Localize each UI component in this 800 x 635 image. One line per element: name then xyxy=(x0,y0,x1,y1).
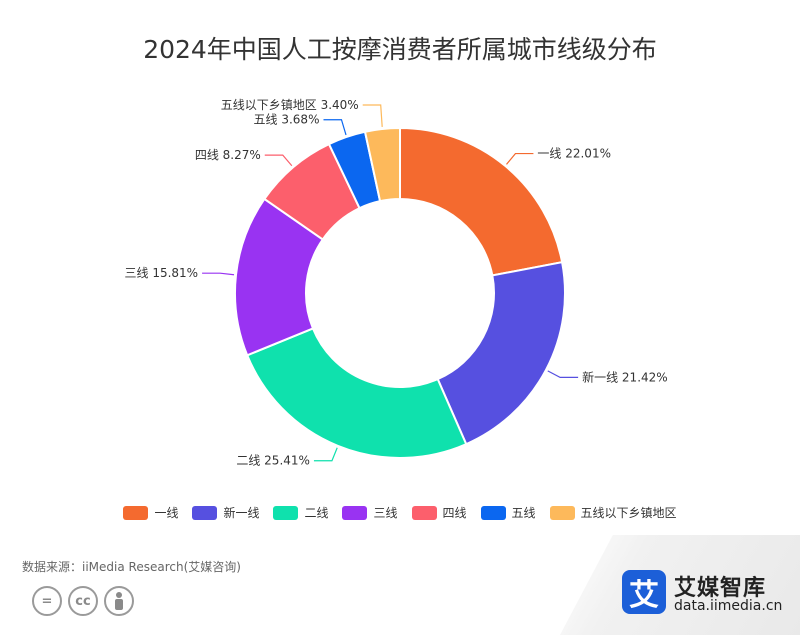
data-label-5: 五线 3.68% xyxy=(254,113,320,127)
legend-item-0[interactable]: 一线 xyxy=(123,504,178,521)
legend-label-5: 五线 xyxy=(511,506,536,520)
legend-item-5[interactable]: 五线 xyxy=(480,504,536,521)
legend-item-2[interactable]: 二线 xyxy=(273,504,328,521)
slice-2 xyxy=(245,327,468,459)
legend-swatch-6 xyxy=(549,505,575,520)
legend-item-6[interactable]: 五线以下乡镇地区 xyxy=(549,504,677,521)
cc-icon: cc xyxy=(68,586,98,616)
legend-swatch-5 xyxy=(480,505,506,520)
leader-line-3 xyxy=(202,272,235,276)
legend-label-4: 四线 xyxy=(442,506,467,520)
brand-url: data.iimedia.cn xyxy=(674,598,783,614)
data-label-1: 新一线 21.42% xyxy=(582,369,668,384)
person-icon xyxy=(104,586,134,616)
legend-swatch-0 xyxy=(123,505,149,520)
equals-icon: = xyxy=(32,586,62,616)
source-note: 数据来源：iiMedia Research(艾媒咨询) xyxy=(22,560,241,574)
legend-swatch-1 xyxy=(192,505,218,520)
legend-label-3: 三线 xyxy=(373,506,398,520)
leader-line-4 xyxy=(264,154,293,167)
legend-label-2: 二线 xyxy=(304,506,329,520)
slice-0 xyxy=(399,126,564,277)
legend-label-0: 一线 xyxy=(154,506,179,520)
legend-swatch-4 xyxy=(411,505,437,520)
chart-title: 2024年中国人工按摩消费者所属城市线级分布 xyxy=(143,35,657,64)
leader-line-1 xyxy=(547,370,579,378)
leader-line-6 xyxy=(362,104,383,127)
data-label-4: 四线 8.27% xyxy=(195,148,261,162)
donut-chart: 一线 22.01% 新一线 21.42% 二线 25.41% 三线 15.81% 四线 … xyxy=(125,98,668,468)
legend-item-4[interactable]: 四线 xyxy=(411,504,467,521)
data-label-6: 五线以下乡镇地区 3.40% xyxy=(221,98,359,112)
legend: 一线 新一线 二线 三线 四线 五线 五线以下乡镇地区 xyxy=(0,504,800,521)
license-icons: = cc xyxy=(32,586,134,616)
brand-name: 艾媒智库 xyxy=(674,576,767,601)
leader-line-0 xyxy=(506,152,534,165)
legend-item-1[interactable]: 新一线 xyxy=(192,504,259,521)
legend-label-6: 五线以下乡镇地区 xyxy=(580,506,677,520)
leader-line-5 xyxy=(323,119,347,136)
slice-1 xyxy=(436,261,566,446)
legend-swatch-2 xyxy=(273,505,299,520)
data-label-2: 二线 25.41% xyxy=(236,454,310,468)
data-label-3: 三线 15.81% xyxy=(125,266,199,280)
leader-line-2 xyxy=(313,447,338,462)
legend-swatch-3 xyxy=(342,505,368,520)
slice-6 xyxy=(363,126,401,203)
data-label-0: 一线 22.01% xyxy=(537,147,611,161)
brand-logo: 艾 xyxy=(622,570,666,614)
legend-item-3[interactable]: 三线 xyxy=(342,504,398,521)
legend-label-1: 新一线 xyxy=(223,506,260,520)
